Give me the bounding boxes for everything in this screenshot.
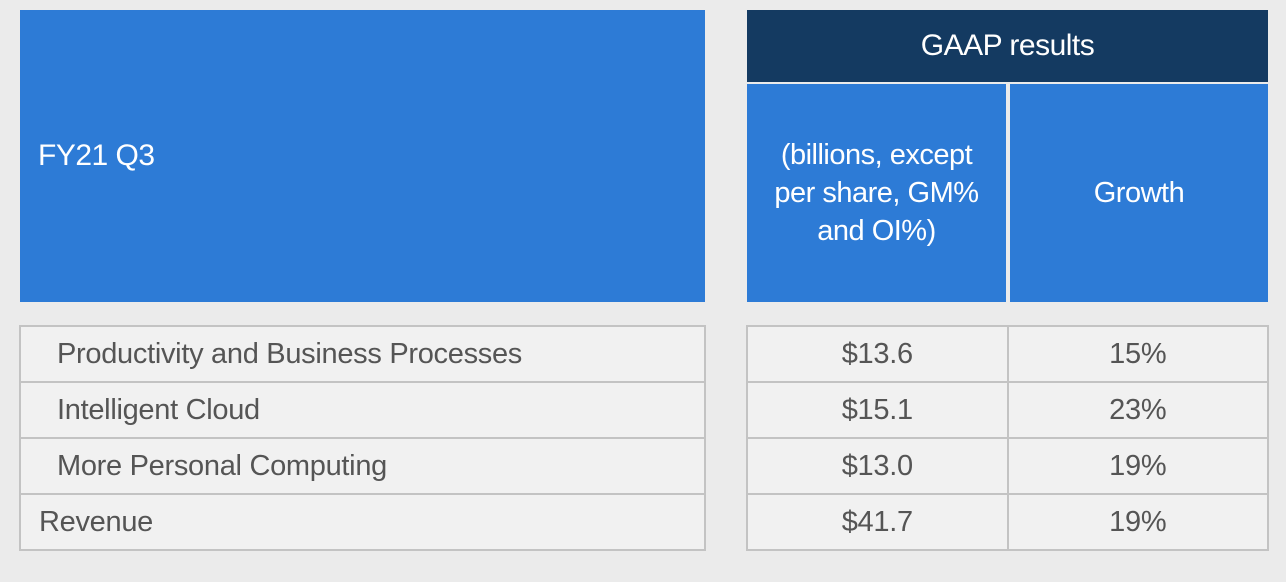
- segment-label: Productivity and Business Processes: [19, 325, 706, 383]
- table-row: $41.7 19%: [746, 493, 1269, 551]
- growth-cell: 19%: [1006, 493, 1269, 551]
- table-row: $13.0 19%: [746, 437, 1269, 495]
- table-row: Revenue: [19, 493, 706, 551]
- growth-cell: 19%: [1006, 437, 1269, 495]
- units-label: (billions, except per share, GM% and OI%…: [774, 139, 979, 247]
- value-cell: $13.0: [746, 437, 1009, 495]
- table-row: $13.6 15%: [746, 325, 1269, 383]
- table-row: Intelligent Cloud: [19, 381, 706, 439]
- segment-label: More Personal Computing: [19, 437, 706, 495]
- growth-cell: 15%: [1006, 325, 1269, 383]
- gaap-results-header: GAAP results: [747, 10, 1268, 82]
- growth-label: Growth: [1093, 177, 1185, 209]
- period-title: FY21 Q3: [38, 139, 155, 172]
- table-row: Productivity and Business Processes: [19, 325, 706, 383]
- gaap-results-label: GAAP results: [920, 29, 1095, 62]
- value-cell: $13.6: [746, 325, 1009, 383]
- growth-column-header: Growth: [1010, 84, 1268, 302]
- period-title-box: FY21 Q3: [20, 10, 705, 302]
- growth-cell: 23%: [1006, 381, 1269, 439]
- value-cell: $41.7: [746, 493, 1009, 551]
- gaap-values-table: $13.6 15% $15.1 23% $13.0 19% $41.7 19%: [746, 325, 1269, 551]
- segment-label-table: Productivity and Business Processes Inte…: [19, 325, 706, 551]
- units-column-header: (billions, except per share, GM% and OI%…: [747, 84, 1006, 302]
- value-cell: $15.1: [746, 381, 1009, 439]
- table-row: More Personal Computing: [19, 437, 706, 495]
- table-row: $15.1 23%: [746, 381, 1269, 439]
- segment-label: Intelligent Cloud: [19, 381, 706, 439]
- total-label: Revenue: [19, 493, 706, 551]
